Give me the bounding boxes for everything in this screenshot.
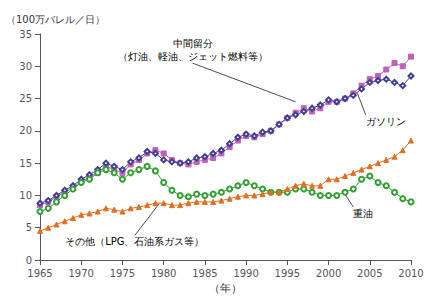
svg-text:1965: 1965 — [27, 268, 52, 279]
svg-text:中間留分: 中間留分 — [173, 38, 213, 49]
svg-text:その他（LPG、石油系ガス等）: その他（LPG、石油系ガス等） — [65, 236, 204, 247]
svg-text:2005: 2005 — [357, 268, 382, 279]
svg-text:（灯油、軽油、ジェット燃料等）: （灯油、軽油、ジェット燃料等） — [118, 51, 268, 62]
svg-text:（年）: （年） — [209, 282, 242, 295]
svg-text:1995: 1995 — [275, 268, 300, 279]
svg-text:1975: 1975 — [110, 268, 135, 279]
svg-text:2010: 2010 — [398, 268, 423, 279]
svg-text:5: 5 — [26, 222, 32, 233]
svg-text:30: 30 — [19, 61, 32, 72]
svg-text:10: 10 — [19, 190, 32, 201]
svg-text:ガソリン: ガソリン — [366, 116, 406, 127]
svg-text:35: 35 — [19, 29, 32, 40]
svg-text:1980: 1980 — [151, 268, 176, 279]
svg-text:重油: 重油 — [353, 208, 373, 219]
svg-text:1970: 1970 — [68, 268, 93, 279]
svg-text:15: 15 — [19, 158, 32, 169]
svg-text:1985: 1985 — [192, 268, 217, 279]
svg-text:0: 0 — [26, 255, 32, 266]
svg-text:25: 25 — [19, 93, 32, 104]
svg-text:2000: 2000 — [316, 268, 341, 279]
svg-text:1990: 1990 — [233, 268, 258, 279]
svg-text:（100万バレル／日）: （100万バレル／日） — [6, 14, 105, 25]
svg-text:20: 20 — [19, 125, 32, 136]
